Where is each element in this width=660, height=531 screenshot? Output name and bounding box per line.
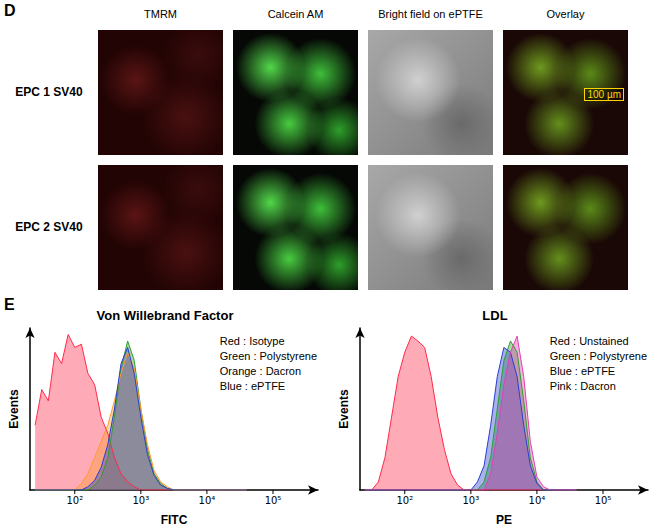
svg-text:Orange : Dacron: Orange : Dacron	[220, 365, 301, 377]
svg-text:10³: 10³	[462, 495, 479, 506]
html-text:D: D	[4, 2, 16, 19]
html-text:TMRM: TMRM	[144, 8, 177, 20]
svg-text:Red : Unstained: Red : Unstained	[550, 335, 629, 347]
svg-text:10²: 10²	[66, 495, 83, 506]
svg-text:Red : Isotype: Red : Isotype	[220, 335, 285, 347]
html-text:EPC 1 SV40: EPC 1 SV40	[15, 85, 83, 99]
svg-text:Pink : Dacron: Pink : Dacron	[550, 380, 616, 392]
html-text:Bright field on ePTFE: Bright field on ePTFE	[378, 8, 483, 20]
html-text:Calcein AM: Calcein AM	[267, 8, 324, 20]
svg-text:Events: Events	[7, 389, 21, 429]
svg-text:FITC: FITC	[161, 513, 188, 527]
svg-text:10⁴: 10⁴	[199, 495, 216, 506]
html-text:Overlay: Overlay	[546, 8, 585, 20]
svg-text:LDL: LDL	[482, 308, 507, 323]
svg-text:10⁴: 10⁴	[529, 495, 546, 506]
html-text:100 µm: 100 µm	[587, 89, 621, 100]
svg-text:10³: 10³	[132, 495, 149, 506]
svg-text:Green : Polystyrene: Green : Polystyrene	[550, 350, 647, 362]
svg-text:Events: Events	[337, 389, 351, 429]
svg-text:Blue : ePTFE: Blue : ePTFE	[220, 380, 285, 392]
html-text:EPC 2 SV40: EPC 2 SV40	[15, 220, 83, 234]
svg-text:Blue : ePTFE: Blue : ePTFE	[550, 365, 615, 377]
svg-text:Green : Polystyrene: Green : Polystyrene	[220, 350, 317, 362]
svg-text:PE: PE	[496, 513, 512, 527]
svg-text:10²: 10²	[396, 495, 413, 506]
html-text:E: E	[4, 296, 15, 313]
svg-text:10⁵: 10⁵	[265, 495, 282, 506]
svg-text:Von Willebrand Factor: Von Willebrand Factor	[97, 308, 234, 323]
svg-text:10⁵: 10⁵	[595, 495, 612, 506]
